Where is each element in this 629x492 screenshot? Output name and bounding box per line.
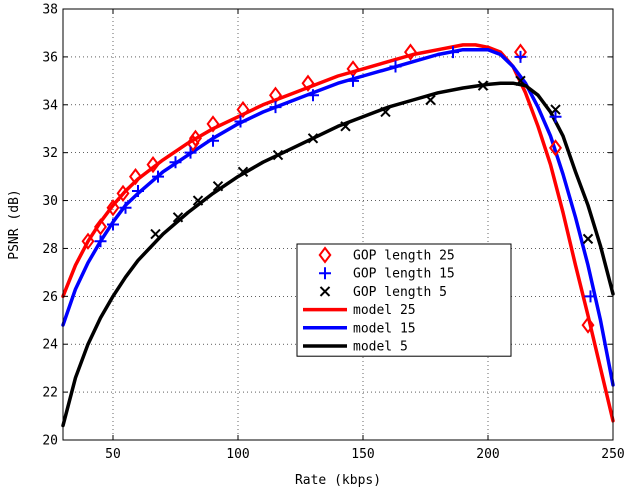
series-line-model-5 xyxy=(61,81,615,428)
data-point-gop-length-25 xyxy=(186,134,200,152)
data-point-gop-length-15 xyxy=(107,218,119,231)
y-tick-label: 36 xyxy=(42,50,58,65)
y-tick-label: 32 xyxy=(42,146,58,161)
data-point-gop-length-5 xyxy=(515,75,526,87)
y-axis-label: PSNR (dB) xyxy=(7,189,22,259)
data-point-gop-length-5 xyxy=(212,180,224,192)
data-point-gop-length-15 xyxy=(584,290,597,303)
x-axis-label: Rate (kbps) xyxy=(295,473,381,488)
data-point-gop-length-25 xyxy=(581,316,595,334)
x-tick-label: 50 xyxy=(105,447,121,462)
data-point-gop-length-15 xyxy=(94,235,107,248)
data-point-gop-length-15 xyxy=(307,89,319,102)
data-point-gop-length-5 xyxy=(237,166,249,178)
legend-label-gop-length-15: GOP length 15 xyxy=(353,267,455,282)
x-tick-label: 150 xyxy=(351,447,374,462)
grid-layer xyxy=(63,9,613,440)
line-layer xyxy=(61,43,615,428)
data-point-gop-length-25 xyxy=(146,155,160,174)
data-point-gop-length-15 xyxy=(152,170,164,183)
legend-box xyxy=(296,243,512,357)
data-point-gop-length-15 xyxy=(514,50,527,63)
series-line-model-25 xyxy=(61,43,615,423)
data-point-gop-length-15 xyxy=(269,101,282,114)
legend-marker-gop-length-25 xyxy=(318,246,332,264)
y-tick-label: 22 xyxy=(42,386,58,401)
data-point-gop-length-25 xyxy=(236,100,250,119)
y-tick-label: 28 xyxy=(42,242,58,257)
data-point-gop-length-5 xyxy=(380,106,391,118)
y-tick-label: 30 xyxy=(42,194,58,209)
data-point-gop-length-15 xyxy=(234,115,247,128)
data-point-gop-length-5 xyxy=(192,195,204,206)
data-point-gop-length-5 xyxy=(172,212,184,223)
data-point-gop-length-15 xyxy=(447,46,459,59)
data-point-gop-length-15 xyxy=(549,110,562,123)
legend-label-model-15: model 15 xyxy=(353,321,416,336)
marker-layer xyxy=(81,43,597,334)
legend: GOP length 25 GOP length 15 GOP length 5 mo… xyxy=(296,243,512,357)
legend-label-gop-length-25: GOP length 25 xyxy=(353,249,455,264)
data-point-gop-length-15 xyxy=(169,156,182,169)
y-tick-label: 20 xyxy=(42,434,58,449)
data-point-gop-length-5 xyxy=(582,233,594,245)
y-tick-label: 26 xyxy=(42,290,58,305)
y-tick-label: 38 xyxy=(42,3,58,18)
plot-frame xyxy=(62,8,614,441)
legend-label-model-25: model 25 xyxy=(353,303,416,318)
tick-layer: 50 100 150 200 250 20 22 24 26 28 30 32 34 36 38 xyxy=(42,3,624,463)
data-point-gop-length-5 xyxy=(340,121,351,132)
data-point-gop-length-25 xyxy=(81,232,95,250)
data-point-gop-length-25 xyxy=(404,43,417,61)
legend-marker-gop-length-5 xyxy=(319,286,331,297)
data-point-gop-length-25 xyxy=(301,74,315,92)
legend-label-model-5: model 5 xyxy=(353,340,408,355)
y-tick-label: 34 xyxy=(42,98,58,113)
data-point-gop-length-5 xyxy=(425,94,436,106)
legend-marker-gop-length-15 xyxy=(319,267,331,280)
legend-label-gop-length-5: GOP length 5 xyxy=(353,285,447,300)
data-point-gop-length-5 xyxy=(272,149,284,161)
data-point-gop-length-25 xyxy=(106,199,120,217)
data-point-gop-length-25 xyxy=(549,139,562,157)
data-point-gop-length-15 xyxy=(389,60,402,73)
data-point-gop-length-25 xyxy=(94,218,107,236)
data-point-gop-length-15 xyxy=(207,134,219,147)
x-tick-label: 200 xyxy=(476,447,499,462)
data-point-gop-length-5 xyxy=(150,228,161,240)
y-tick-label: 24 xyxy=(42,338,58,353)
data-point-gop-length-5 xyxy=(307,133,319,144)
data-point-gop-length-25 xyxy=(116,184,130,203)
x-tick-label: 250 xyxy=(601,447,624,462)
data-point-gop-length-5 xyxy=(550,104,561,115)
data-point-gop-length-15 xyxy=(119,201,132,214)
data-point-gop-length-5 xyxy=(477,80,489,91)
x-tick-label: 100 xyxy=(226,447,249,462)
data-point-gop-length-25 xyxy=(189,129,202,147)
data-point-gop-length-15 xyxy=(347,74,359,87)
data-point-gop-length-15 xyxy=(132,184,144,197)
data-point-gop-length-25 xyxy=(206,115,220,133)
data-point-gop-length-25 xyxy=(129,167,142,186)
data-point-gop-length-15 xyxy=(184,146,197,159)
